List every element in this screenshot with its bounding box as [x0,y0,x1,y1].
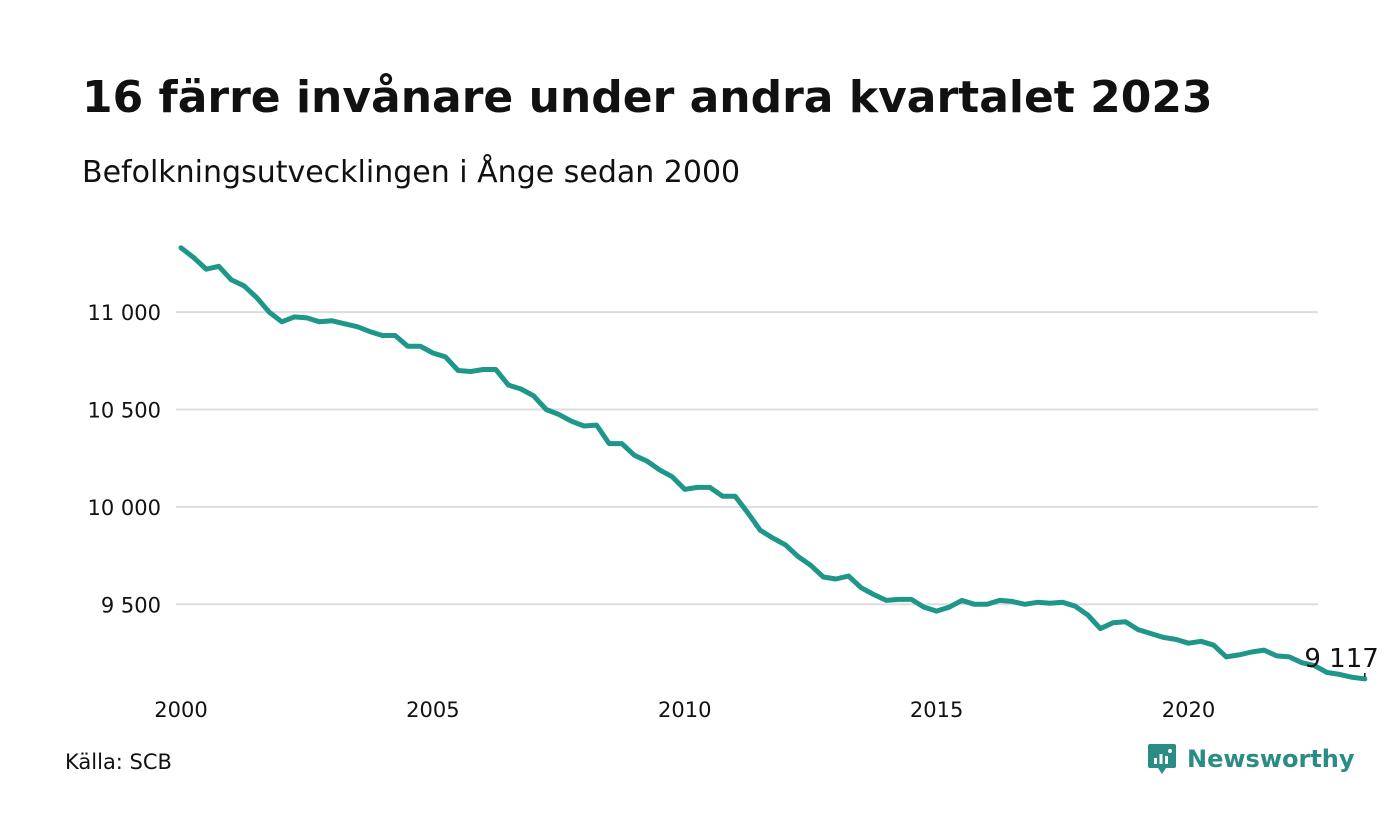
chart-title: 16 färre invånare under andra kvartalet … [82,72,1213,123]
grid-lines [176,311,1318,606]
series-line [178,245,1368,682]
y-tick-label: 11 000 [88,301,161,325]
end-value-label: 9 117 [1304,644,1378,674]
y-tick-label: 10 500 [88,398,161,422]
x-tick-label: 2020 [1162,698,1215,722]
x-tick-label: 2005 [406,698,459,722]
brand-logo: Newsworthy [1147,742,1355,776]
chart-subtitle: Befolkningsutvecklingen i Ånge sedan 200… [82,155,741,190]
y-axis-tick-labels: 9 500 10 000 10 500 11 000 [88,301,161,617]
y-tick-label: 10 000 [88,496,161,520]
x-tick-label: 2000 [154,698,207,722]
end-label-layer: 9 117 [1304,644,1379,677]
y-tick-label: 9 500 [101,593,161,617]
x-tick-label: 2015 [910,698,963,722]
brand-name: Newsworthy [1187,745,1355,773]
x-axis-tick-labels: 2000 2005 2010 2015 2020 [154,698,1215,722]
newsworthy-logo-icon [1148,744,1176,774]
source-note: Källa: SCB [65,750,172,774]
x-tick-label: 2010 [658,698,711,722]
series-layer [178,245,1368,682]
